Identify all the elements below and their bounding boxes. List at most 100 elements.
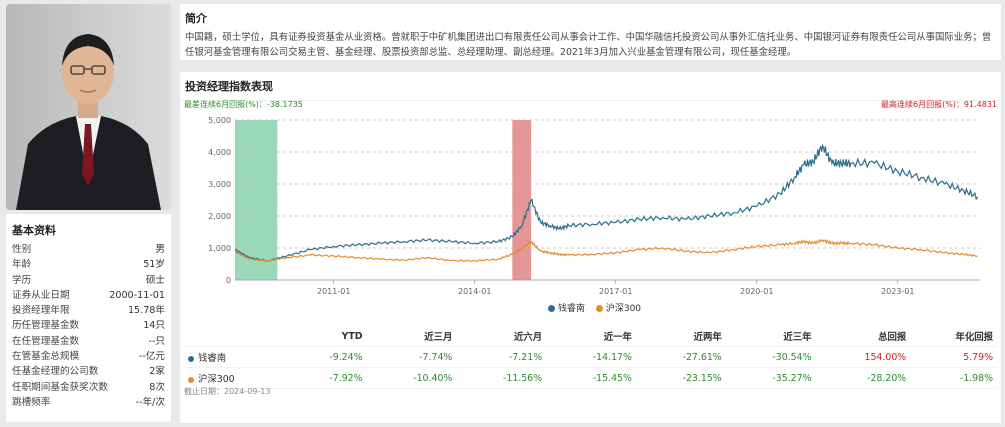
- table-cell: -1.98%: [910, 367, 997, 389]
- table-header-row: YTD 近三月 近六月 近一年 近两年 近三年 总回报 年化回报: [184, 326, 997, 347]
- table-row-name-cell: 钱睿南: [184, 346, 289, 368]
- profile-row-value: --只: [148, 335, 165, 347]
- table-header-cell: 近一年: [546, 326, 636, 347]
- table-header-cell: 近两年: [635, 326, 726, 347]
- table-cell: -7.74%: [366, 346, 457, 368]
- series-name: 沪深300: [198, 374, 235, 385]
- y-tick-label: 5,000: [208, 116, 231, 125]
- profile-row: 证券从业日期 2000-11-01: [6, 288, 171, 303]
- table-cell: -11.56%: [456, 367, 547, 389]
- table-row: 沪深300 -7.92% -10.40% -11.56% -15.45% -23.15% -…: [184, 367, 997, 389]
- manager-line: [235, 143, 979, 262]
- table-cell: -7.21%: [456, 346, 547, 368]
- manager-photo: [6, 4, 171, 210]
- legend-label-manager[interactable]: 钱睿南: [557, 304, 585, 314]
- legend-dot-index: [595, 305, 603, 312]
- profile-row-label: 在任管理基金数: [12, 335, 80, 347]
- table-cell: -27.61%: [635, 346, 726, 368]
- series-dot: [188, 376, 194, 383]
- profile-row-value: 15.78年: [127, 305, 165, 317]
- profile-row: 年龄 51岁: [6, 257, 171, 272]
- profile-row-label: 证券从业日期: [12, 289, 70, 301]
- profile-row-label: 在管基金总规模: [12, 351, 80, 363]
- index-line: [234, 238, 978, 263]
- performance-chart: 0 1,000 2,000 3,000 4,000 5,000 2011-01 2014-01…: [208, 116, 980, 296]
- x-tick-label: 2014-01: [458, 287, 491, 296]
- table-cell: -9.24%: [288, 346, 367, 368]
- table-cell: -7.92%: [288, 367, 367, 389]
- profile-row-value: 硕士: [145, 274, 165, 286]
- return-labels: 最差连续6月回报(%)：-38.1735 最高连续6月回报(%)：91.4831: [184, 99, 997, 111]
- table-header-cell: [184, 326, 289, 347]
- profile-row-value: 2家: [149, 366, 165, 378]
- left-panel: 基本资料 性别 男年龄 51岁学历 硕士证券从业日期 2000-11-01 投资经理年限 1…: [0, 0, 176, 427]
- x-tick-label: 2020-01: [740, 287, 773, 296]
- table-row: 钱睿南 -9.24% -7.74% -7.21% -14.17% -27.61% -30.5…: [184, 346, 997, 368]
- profile-row-label: 投资经理年限: [12, 305, 70, 317]
- y-tick-label: 1,000: [208, 244, 231, 253]
- profile-row: 跳槽频率 --年/次: [6, 395, 171, 410]
- profile-row-label: 性别: [12, 244, 32, 255]
- table-row-name-cell: 沪深300: [184, 367, 289, 389]
- profile-title: 基本资料: [12, 224, 56, 237]
- worst-return-label: 最差连续6月回报(%)：-38.1735: [184, 100, 303, 109]
- performance-card: 投资经理指数表现 最差连续6月回报(%)：-38.1735 最高连续6月回报(%…: [180, 72, 1001, 423]
- table-header-cell: YTD: [288, 326, 367, 347]
- profile-row-value: --年/次: [135, 396, 165, 408]
- intro-text: 中国籍，硕士学位，具有证券投资基金从业资格。曾就职于中矿机集团进出口有限责任公司…: [185, 32, 992, 58]
- profile-row: 任职期间基金获奖次数 8次: [6, 380, 171, 395]
- date-note: 截止日期：2024-09-13: [184, 387, 271, 396]
- profile-row: 在管基金总规模 --亿元: [6, 349, 171, 364]
- profile-row-value: 14只: [143, 320, 165, 332]
- table-cell: -30.54%: [725, 346, 816, 368]
- y-tick-label: 2,000: [208, 212, 231, 221]
- profile-row-value: 51岁: [143, 259, 165, 271]
- table-cell: 154.00%: [815, 346, 911, 368]
- legend-label-index[interactable]: 沪深300: [605, 304, 642, 314]
- manager-portrait-image: [6, 4, 171, 210]
- table-header-cell: 近六月: [456, 326, 547, 347]
- series-dot: [188, 355, 194, 362]
- table-cell: -15.45%: [546, 367, 636, 389]
- profile-row-value: 男: [155, 244, 165, 255]
- profile-row-label: 任基金经理的公司数: [12, 366, 99, 378]
- profile-row-label: 任职期间基金获奖次数: [12, 381, 108, 393]
- series-name: 钱睿南: [198, 353, 227, 364]
- table-cell: -35.27%: [725, 367, 816, 389]
- profile-row-value: 2000-11-01: [109, 289, 165, 301]
- profile-row: 历任管理基金数 14只: [6, 318, 171, 333]
- best-return-label: 最高连续6月回报(%)：91.4831: [880, 100, 997, 109]
- table-cell: -14.17%: [546, 346, 636, 368]
- table-header-cell: 总回报: [815, 326, 911, 347]
- x-tick-label: 2023-01: [881, 287, 914, 296]
- worst-period-band: [235, 120, 278, 280]
- intro-title: 简介: [185, 12, 207, 25]
- profile-row-label: 年龄: [12, 259, 32, 271]
- table-body: 钱睿南 -9.24% -7.74% -7.21% -14.17% -27.61% -30.5…: [184, 346, 997, 389]
- table-cell: -28.20%: [815, 367, 911, 389]
- profile-row: 投资经理年限 15.78年: [6, 303, 171, 318]
- table-cell: 5.79%: [910, 346, 997, 368]
- x-tick-label: 2011-01: [317, 287, 350, 296]
- profile-row: 性别 男: [6, 242, 171, 257]
- performance-table: YTD 近三月 近六月 近一年 近两年 近三年 总回报 年化回报 钱睿南 -9.24% -7.74…: [184, 326, 997, 389]
- y-tick-label: 3,000: [208, 180, 231, 189]
- profile-row: 学历 硕士: [6, 273, 171, 288]
- table-cell: -10.40%: [366, 367, 457, 389]
- best-period-band: [512, 120, 532, 280]
- chart-legend[interactable]: 钱睿南 沪深300: [180, 301, 1001, 314]
- table-header-cell: 年化回报: [910, 326, 997, 347]
- table-header-cell: 近三月: [366, 326, 457, 347]
- table-header-cell: 近三年: [725, 326, 816, 347]
- profile-row-label: 跳槽频率: [12, 396, 51, 408]
- profile-row: 在任管理基金数 --只: [6, 334, 171, 349]
- performance-title: 投资经理指数表现: [180, 72, 1001, 101]
- y-tick-label: 4,000: [208, 148, 231, 157]
- profile-card: 基本资料 性别 男年龄 51岁学历 硕士证券从业日期 2000-11-01 投资经理年限 1…: [6, 214, 171, 422]
- legend-dot-manager: [547, 305, 555, 312]
- intro-card: 简介 中国籍，硕士学位，具有证券投资基金从业资格。曾就职于中矿机集团进出口有限责…: [180, 4, 1001, 60]
- profile-row-label: 学历: [12, 274, 32, 286]
- profile-rows: 性别 男年龄 51岁学历 硕士证券从业日期 2000-11-01 投资经理年限 15.78年…: [6, 242, 171, 410]
- profile-row-label: 历任管理基金数: [12, 320, 80, 332]
- profile-row: 任基金经理的公司数 2家: [6, 364, 171, 379]
